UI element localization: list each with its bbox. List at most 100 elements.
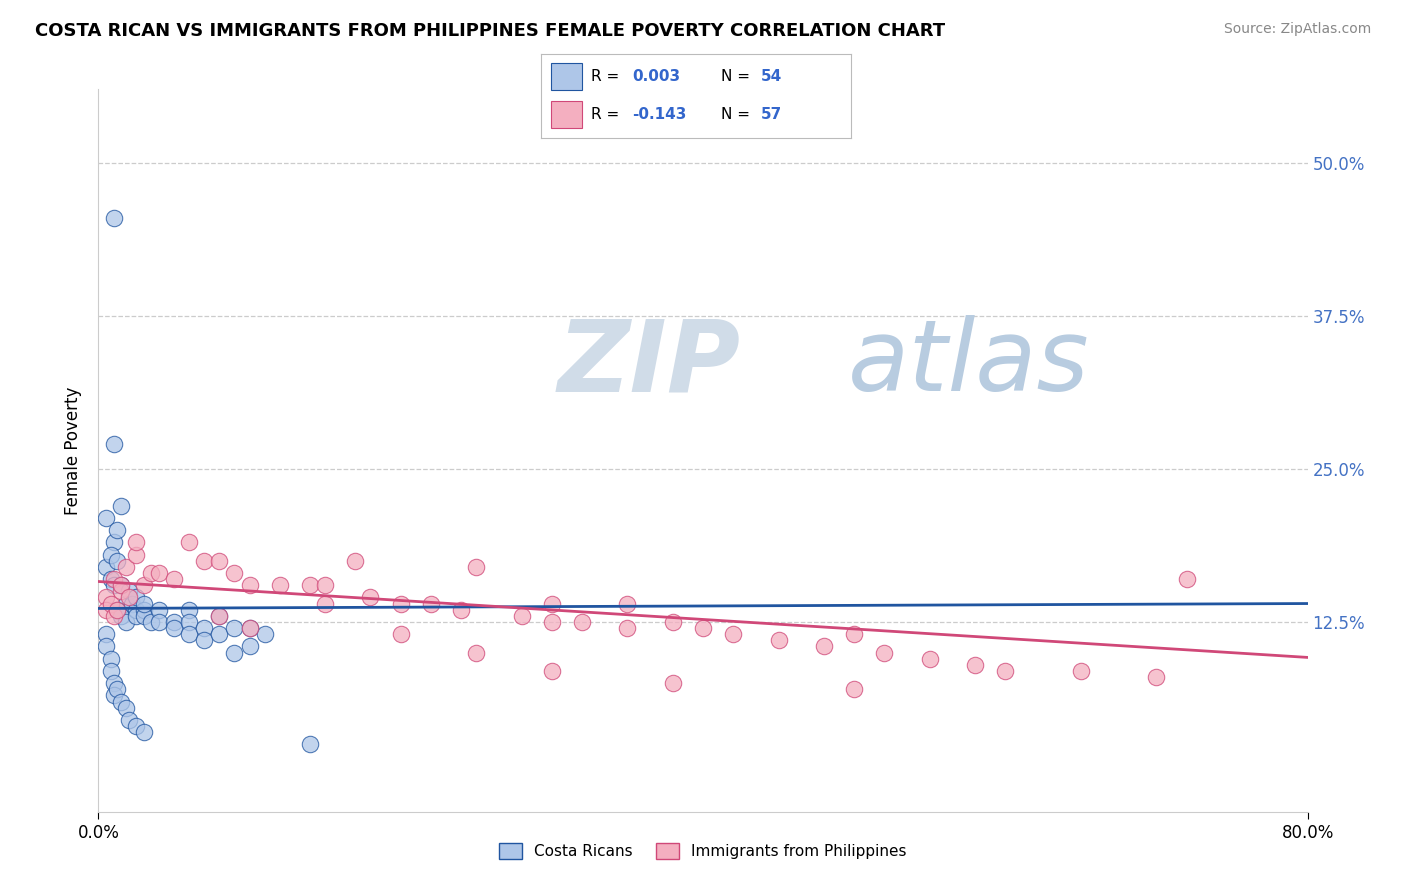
Point bbox=[132, 597, 155, 611]
Point bbox=[844, 627, 866, 641]
Point bbox=[148, 602, 170, 616]
Point bbox=[179, 615, 201, 629]
Point bbox=[873, 646, 896, 660]
Point bbox=[110, 578, 132, 592]
Point bbox=[179, 535, 201, 549]
Point bbox=[103, 572, 125, 586]
Point bbox=[193, 554, 215, 568]
Point bbox=[465, 559, 488, 574]
Bar bbox=[551, 101, 582, 128]
Point bbox=[179, 602, 201, 616]
Point bbox=[132, 602, 155, 616]
Point bbox=[132, 608, 155, 623]
Point bbox=[179, 627, 201, 641]
Point bbox=[110, 584, 132, 599]
Point bbox=[110, 608, 132, 623]
Point bbox=[208, 554, 231, 568]
Text: Source: ZipAtlas.com: Source: ZipAtlas.com bbox=[1223, 22, 1371, 37]
Text: N =: N = bbox=[721, 107, 755, 122]
Point bbox=[125, 608, 148, 623]
Point bbox=[193, 621, 215, 635]
Point bbox=[208, 608, 231, 623]
Point bbox=[540, 664, 562, 678]
Point bbox=[1070, 664, 1092, 678]
Point bbox=[253, 627, 276, 641]
Point bbox=[100, 548, 122, 562]
Point bbox=[239, 578, 262, 592]
Text: ZIP: ZIP bbox=[558, 315, 741, 412]
Point bbox=[994, 664, 1017, 678]
Point bbox=[114, 700, 136, 714]
Point bbox=[103, 535, 125, 549]
Point bbox=[239, 640, 262, 654]
Point bbox=[118, 584, 141, 599]
Point bbox=[723, 627, 745, 641]
Point bbox=[616, 597, 638, 611]
Point bbox=[389, 597, 412, 611]
Point bbox=[1175, 572, 1198, 586]
Point bbox=[105, 554, 128, 568]
Text: COSTA RICAN VS IMMIGRANTS FROM PHILIPPINES FEMALE POVERTY CORRELATION CHART: COSTA RICAN VS IMMIGRANTS FROM PHILIPPIN… bbox=[35, 22, 945, 40]
Point bbox=[540, 615, 562, 629]
Text: R =: R = bbox=[591, 69, 624, 84]
Point bbox=[94, 559, 117, 574]
Point bbox=[100, 572, 122, 586]
Point bbox=[105, 602, 128, 616]
Point bbox=[768, 633, 790, 648]
Point bbox=[125, 602, 148, 616]
Point bbox=[148, 615, 170, 629]
Point bbox=[103, 578, 125, 592]
Text: -0.143: -0.143 bbox=[633, 107, 688, 122]
Point bbox=[239, 621, 262, 635]
Point bbox=[540, 597, 562, 611]
Point bbox=[105, 523, 128, 537]
Point bbox=[239, 621, 262, 635]
Point bbox=[132, 725, 155, 739]
Point bbox=[100, 651, 122, 665]
Point bbox=[100, 597, 122, 611]
Point bbox=[94, 511, 117, 525]
Point bbox=[465, 646, 488, 660]
Text: R =: R = bbox=[591, 107, 624, 122]
Point bbox=[94, 591, 117, 605]
Point bbox=[132, 578, 155, 592]
Point bbox=[692, 621, 714, 635]
Point bbox=[208, 608, 231, 623]
Point bbox=[224, 646, 246, 660]
Point bbox=[105, 682, 128, 697]
Point bbox=[389, 627, 412, 641]
Point bbox=[100, 664, 122, 678]
Text: 54: 54 bbox=[761, 69, 782, 84]
Point bbox=[94, 640, 117, 654]
Point bbox=[314, 597, 336, 611]
Point bbox=[844, 682, 866, 697]
Point bbox=[114, 559, 136, 574]
Text: 0.003: 0.003 bbox=[633, 69, 681, 84]
Point bbox=[360, 591, 382, 605]
Point bbox=[299, 737, 322, 751]
Point bbox=[224, 621, 246, 635]
Bar bbox=[551, 62, 582, 90]
Text: atlas: atlas bbox=[848, 315, 1090, 412]
Point bbox=[510, 608, 533, 623]
Point bbox=[450, 602, 472, 616]
Point bbox=[103, 689, 125, 703]
Text: 57: 57 bbox=[761, 107, 782, 122]
Point bbox=[571, 615, 593, 629]
Point bbox=[110, 694, 132, 708]
Point bbox=[141, 615, 163, 629]
Point bbox=[163, 572, 186, 586]
Point bbox=[224, 566, 246, 580]
Point bbox=[94, 627, 117, 641]
Point bbox=[110, 578, 132, 592]
Point bbox=[110, 499, 132, 513]
Point bbox=[299, 578, 322, 592]
Legend: Costa Ricans, Immigrants from Philippines: Costa Ricans, Immigrants from Philippine… bbox=[494, 838, 912, 865]
Point bbox=[1144, 670, 1167, 684]
Point bbox=[208, 627, 231, 641]
Point bbox=[103, 676, 125, 690]
Point bbox=[965, 657, 987, 672]
Point bbox=[661, 676, 683, 690]
Point bbox=[94, 602, 117, 616]
Point bbox=[193, 633, 215, 648]
